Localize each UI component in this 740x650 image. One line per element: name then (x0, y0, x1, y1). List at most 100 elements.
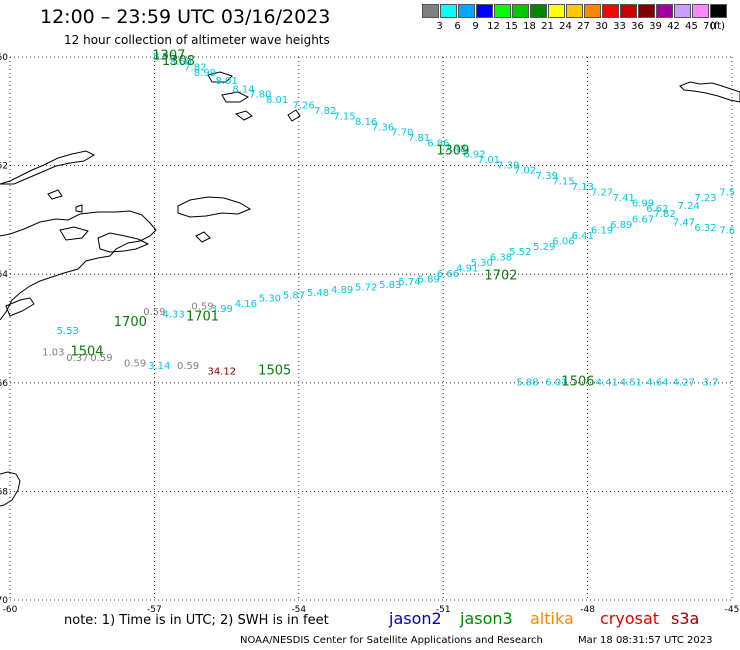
altimeter-tracks: 8.058.507.828.998.018.147.808.01 7.26 7.82… (42, 52, 735, 389)
legend-label: 39 (649, 21, 662, 32)
wave-height-value: 7.24 (678, 201, 700, 212)
wave-height-value: 7.82 (653, 209, 675, 220)
wave-height-value: 7.15 (333, 111, 355, 122)
pass-number-label: 1700 (114, 315, 147, 330)
wave-height-value: 7.80 (249, 90, 271, 101)
pass-number-label: 1701 (186, 309, 219, 324)
latitude-label: -66 (0, 379, 8, 389)
wave-height-value: 5.30 (471, 258, 493, 269)
wave-height-value: 5.83 (379, 280, 401, 291)
wave-height-value: 7.47 (673, 217, 695, 228)
satellite-name: jason3 (460, 609, 513, 628)
legend-swatch (602, 4, 619, 18)
legend-swatch (710, 4, 727, 18)
latitude-label: -68 (0, 487, 8, 497)
legend-label: 45 (685, 21, 698, 32)
wave-height-value: 7.81 (408, 133, 430, 144)
footer-note: note: 1) Time is in UTC; 2) SWH is in fe… (64, 613, 329, 628)
wave-height-value: 3.14 (148, 361, 170, 372)
wave-height-value: 6.67 (632, 215, 654, 226)
wave-height-value: 7.39 (536, 171, 558, 182)
graticule (9, 56, 733, 601)
legend-swatch (584, 4, 601, 18)
wave-height-value: 6.32 (694, 223, 716, 234)
legend-label: 9 (472, 21, 479, 32)
wave-height-value: 4.41 (596, 378, 618, 389)
legend-label: 18 (523, 21, 536, 32)
wave-height-value: 8.05 (153, 52, 175, 63)
wave-height-value: 4.33 (163, 310, 185, 321)
wave-height-value: 6.41 (572, 231, 594, 242)
wave-height-value: 0.59 (177, 361, 199, 372)
wave-height-value: 6.01 (545, 378, 567, 389)
credit-line: NOAA/NESDIS Center for Satellite Applica… (240, 635, 543, 646)
longitude-label: -54 (291, 605, 306, 615)
wave-height-value: 7.48 (444, 144, 466, 155)
wave-height-value: 7.36 (372, 122, 394, 133)
wave-height-value: 6.92 (463, 149, 485, 160)
generated-timestamp: Mar 18 08:31:57 UTC 2023 (578, 635, 713, 646)
wave-height-value: 5.74 (398, 277, 420, 288)
longitude-label: -45 (725, 605, 740, 615)
wave-height-value: 5.30 (259, 293, 281, 304)
wave-height-value: 7.02 (514, 166, 536, 177)
legend-label: 27 (577, 21, 590, 32)
legend-label: 30 (595, 21, 608, 32)
wave-height-value: 6.19 (591, 225, 613, 236)
wave-height-value: 0.59 (143, 307, 165, 318)
pass-number-label: 1505 (258, 364, 291, 379)
latitude-label: -70 (0, 596, 8, 606)
wave-height-value: 6.86 (427, 139, 449, 150)
pass-number-label: 1307 (152, 49, 185, 64)
latitude-label: -60 (0, 53, 8, 63)
wave-height-value: 3.99 (211, 304, 233, 315)
wave-height-value: 0.37 (66, 353, 88, 364)
wave-height-value: 7.82 (314, 106, 336, 117)
wave-height-value: 7.5 (719, 187, 735, 198)
legend-swatch (566, 4, 583, 18)
legend-label: 70 (703, 21, 716, 32)
latitude-labels: -60 -62 -64 -66 -68 -70 (0, 53, 8, 606)
longitude-label: -60 (3, 605, 18, 615)
wave-height-value: 7.41 (613, 193, 635, 204)
coastline (0, 71, 740, 507)
wave-height-value: 8.99 (194, 68, 216, 79)
legend-label: 3 (436, 21, 443, 32)
map-title: 12:00 – 23:59 UTC 03/16/2023 (40, 6, 331, 28)
legend-label: 6 (454, 21, 461, 32)
legend-swatch (548, 4, 565, 18)
wave-height-value: 4.16 (235, 299, 257, 310)
wave-height-value: 8.01 (266, 95, 288, 106)
satellite-name: jason2 (389, 609, 442, 628)
wave-height-value: 5.72 (355, 282, 377, 293)
wave-height-value: 0.59 (191, 301, 213, 312)
map-subtitle: 12 hour collection of altimeter wave hei… (64, 33, 330, 47)
legend-swatch (458, 4, 475, 18)
wave-height-value: 6.62 (646, 204, 668, 215)
longitude-labels: -60 -57 -54 -51 -48 -45 (3, 605, 740, 615)
wave-height-value: 8.14 (232, 84, 254, 95)
legend-label: 36 (631, 21, 644, 32)
satellite-name: s3a (671, 609, 700, 628)
wave-height-value: 3.7 (702, 378, 718, 389)
legend-label: 21 (541, 21, 554, 32)
wave-height-value: 6.66 (437, 269, 459, 280)
pass-number-label: 1506 (561, 375, 594, 390)
wave-height-value: 7.82 (184, 63, 206, 74)
legend-swatch (494, 4, 511, 18)
wave-height-value: 4.89 (331, 285, 353, 296)
wave-height-value: 8.01 (215, 76, 237, 87)
wave-height-value: 4.51 (620, 378, 642, 389)
pass-number-label: 1702 (484, 269, 517, 284)
legend-swatch (620, 4, 637, 18)
wave-height-value: 7.70 (391, 128, 413, 139)
legend-swatch (692, 4, 709, 18)
wave-height-value: 5.53 (57, 326, 79, 337)
wave-height-value: 7.26 (292, 101, 314, 112)
wave-height-value: 6.89 (610, 220, 632, 231)
wave-height-value: 7.13 (572, 182, 594, 193)
legend-swatch (656, 4, 673, 18)
latitude-label: -62 (0, 162, 8, 172)
wave-height-value: 5.48 (307, 288, 329, 299)
